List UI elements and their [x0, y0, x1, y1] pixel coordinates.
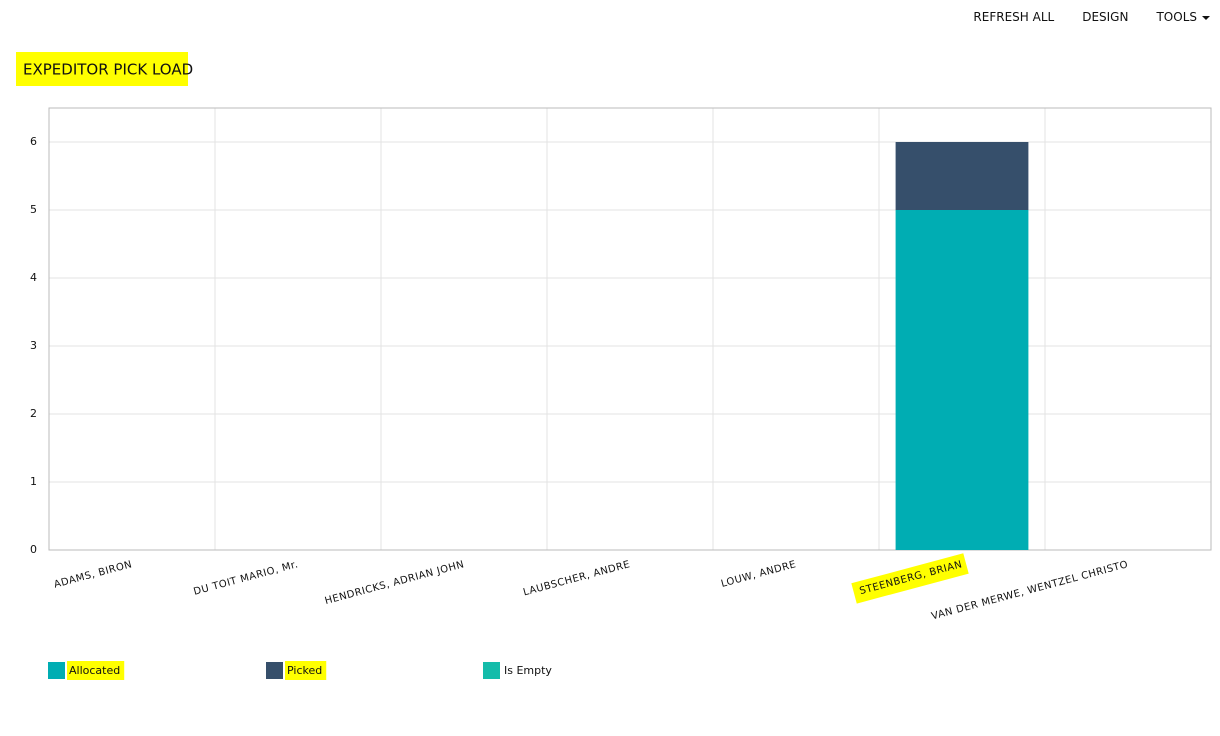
highlight: [16, 52, 188, 86]
menu-item[interactable]: REFRESH ALL: [973, 10, 1055, 24]
legend-label: Allocated: [69, 664, 120, 677]
bar-segment: [895, 210, 1029, 550]
x-tick-group: LOUW, ANDRE: [720, 559, 798, 590]
highlight: [67, 661, 125, 680]
x-tick-group: HENDRICKS, ADRIAN JOHN: [324, 559, 466, 607]
y-tick-label: 6: [30, 135, 37, 148]
legend-label: Picked: [287, 664, 322, 677]
legend-label: Is Empty: [504, 664, 552, 677]
x-tick-label: LOUW, ANDRE: [720, 559, 798, 590]
x-tick-group: STEENBERG, BRIAN: [851, 553, 969, 604]
menu-item[interactable]: DESIGN: [1082, 10, 1129, 24]
x-tick-group: ADAMS, BIRON: [53, 559, 134, 591]
menu-item[interactable]: TOOLS: [1156, 10, 1210, 24]
menu-label[interactable]: TOOLS: [1156, 10, 1197, 24]
x-tick-label: DU TOIT MARIO, Mr.: [192, 559, 299, 598]
chart-title: EXPEDITOR PICK LOAD: [23, 61, 193, 79]
x-tick-label: ADAMS, BIRON: [53, 559, 134, 591]
y-tick-label: 2: [30, 407, 37, 420]
y-tick-label: 4: [30, 271, 37, 284]
x-tick-group: LAUBSCHER, ANDRE: [522, 559, 632, 598]
caret[interactable]: [1202, 15, 1210, 20]
menu: REFRESH ALL DESIGN TOOLS: [973, 10, 1220, 24]
legend-swatch: [483, 662, 500, 679]
highlight: [285, 661, 327, 680]
y-tick-label: 0: [30, 543, 37, 556]
x-tick-label: LAUBSCHER, ANDRE: [522, 559, 632, 598]
bar-segment: [895, 142, 1029, 210]
highlight: [851, 553, 969, 604]
y-tick-label: 1: [30, 475, 37, 488]
x-tick-group: DU TOIT MARIO, Mr.: [192, 559, 299, 598]
plot-border: [48, 107, 1212, 551]
y-tick-label: 3: [30, 339, 37, 352]
legend-swatch: [48, 662, 65, 679]
y-tick-label: 5: [30, 203, 37, 216]
legend-swatch: [266, 662, 283, 679]
x-tick-label: HENDRICKS, ADRIAN JOHN: [324, 559, 466, 607]
